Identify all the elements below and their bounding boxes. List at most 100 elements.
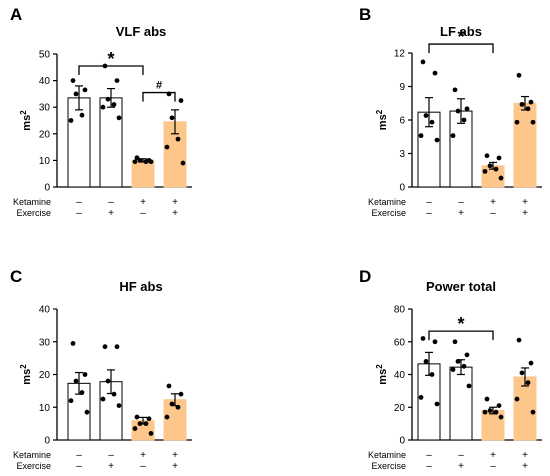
data-point: [114, 78, 120, 83]
data-point: [432, 339, 438, 345]
data-point: [493, 166, 499, 172]
data-point: [482, 409, 488, 415]
data-point: [434, 401, 440, 407]
bar: [67, 97, 91, 188]
significance-line: [78, 65, 144, 75]
significance-mark: *: [457, 27, 464, 47]
exercise-sign: +: [522, 461, 528, 472]
panel-title: LF abs: [440, 24, 482, 39]
data-point: [169, 401, 175, 407]
ketamine-sign: –: [426, 197, 432, 208]
data-point: [528, 99, 534, 105]
data-point: [137, 158, 143, 163]
data-point: [82, 372, 88, 377]
data-point: [484, 153, 490, 159]
panel-title: VLF abs: [116, 24, 167, 39]
data-point: [514, 119, 520, 125]
significance-mark: *: [107, 49, 114, 69]
panel-letter: D: [359, 267, 371, 286]
data-point: [82, 87, 88, 93]
y-tick-label: 50: [39, 50, 51, 61]
y-axis-label-superscript: 2: [19, 110, 28, 115]
data-point: [175, 404, 181, 410]
exercise-sign: +: [172, 208, 178, 219]
data-point: [111, 102, 117, 107]
significance-bracket: *: [428, 314, 494, 341]
data-point: [175, 136, 181, 142]
group-label-exercise: Exercise: [371, 461, 406, 471]
y-tick-label: 40: [394, 370, 406, 381]
exercise-sign: –: [140, 461, 146, 472]
data-point: [423, 359, 429, 364]
data-point: [464, 352, 470, 358]
y-axis-label: ms2: [375, 364, 389, 385]
y-tick-label: 10: [39, 403, 51, 414]
data-point: [132, 159, 138, 165]
error-bar: [171, 109, 179, 135]
data-point: [482, 168, 488, 174]
data-point: [455, 359, 461, 364]
data-point: [466, 383, 472, 389]
data-point: [519, 370, 525, 376]
group-label-exercise: Exercise: [16, 461, 51, 471]
panel-letter: C: [10, 267, 22, 286]
significance-line: [428, 43, 494, 54]
exercise-sign: –: [426, 461, 432, 472]
panel-letter: A: [10, 5, 22, 24]
y-tick-label: 80: [394, 305, 406, 316]
y-axis-label: ms2: [375, 109, 389, 130]
data-point: [70, 78, 76, 83]
data-point: [434, 137, 440, 143]
data-point: [461, 117, 467, 123]
data-point: [514, 396, 520, 402]
group-label-ketamine: Ketamine: [13, 197, 51, 207]
data-point: [132, 426, 138, 431]
data-point: [455, 108, 461, 114]
ketamine-sign: –: [76, 450, 82, 461]
panel-title: HF abs: [119, 279, 162, 294]
data-point: [102, 344, 108, 350]
y-axis-label-base: ms: [21, 369, 33, 385]
data-point: [100, 396, 106, 402]
data-point: [105, 378, 111, 384]
data-point: [79, 112, 85, 118]
data-point: [450, 133, 456, 139]
y-tick-label: 0: [44, 436, 50, 447]
exercise-sign: –: [490, 208, 496, 219]
data-point: [68, 118, 74, 123]
exercise-sign: –: [490, 461, 496, 472]
data-point: [70, 340, 76, 346]
data-point: [418, 395, 424, 400]
y-tick-label: 6: [399, 116, 405, 127]
data-point: [164, 144, 170, 150]
data-point: [105, 96, 111, 102]
data-point: [423, 113, 429, 118]
data-point: [164, 414, 170, 420]
exercise-sign: –: [426, 208, 432, 219]
y-tick-label: 0: [44, 183, 50, 194]
data-point: [148, 159, 154, 165]
y-axis-label: ms2: [19, 364, 33, 385]
y-axis-label-superscript: 2: [375, 109, 384, 114]
data-point: [530, 119, 536, 125]
bar: [131, 159, 155, 188]
data-point: [116, 403, 122, 409]
data-point: [146, 416, 152, 422]
data-point: [484, 396, 490, 402]
ketamine-sign: –: [108, 197, 114, 208]
y-tick-label: 9: [399, 82, 405, 93]
data-point: [420, 336, 426, 341]
data-point: [498, 175, 504, 181]
exercise-sign: +: [172, 461, 178, 472]
significance-bracket: #: [142, 80, 176, 102]
ketamine-sign: +: [172, 197, 178, 208]
data-point: [84, 409, 90, 415]
y-axis-label-base: ms: [377, 369, 389, 385]
data-point: [516, 337, 522, 343]
y-axis-label-base: ms: [377, 114, 389, 130]
data-point: [519, 101, 525, 107]
data-point: [137, 421, 143, 427]
